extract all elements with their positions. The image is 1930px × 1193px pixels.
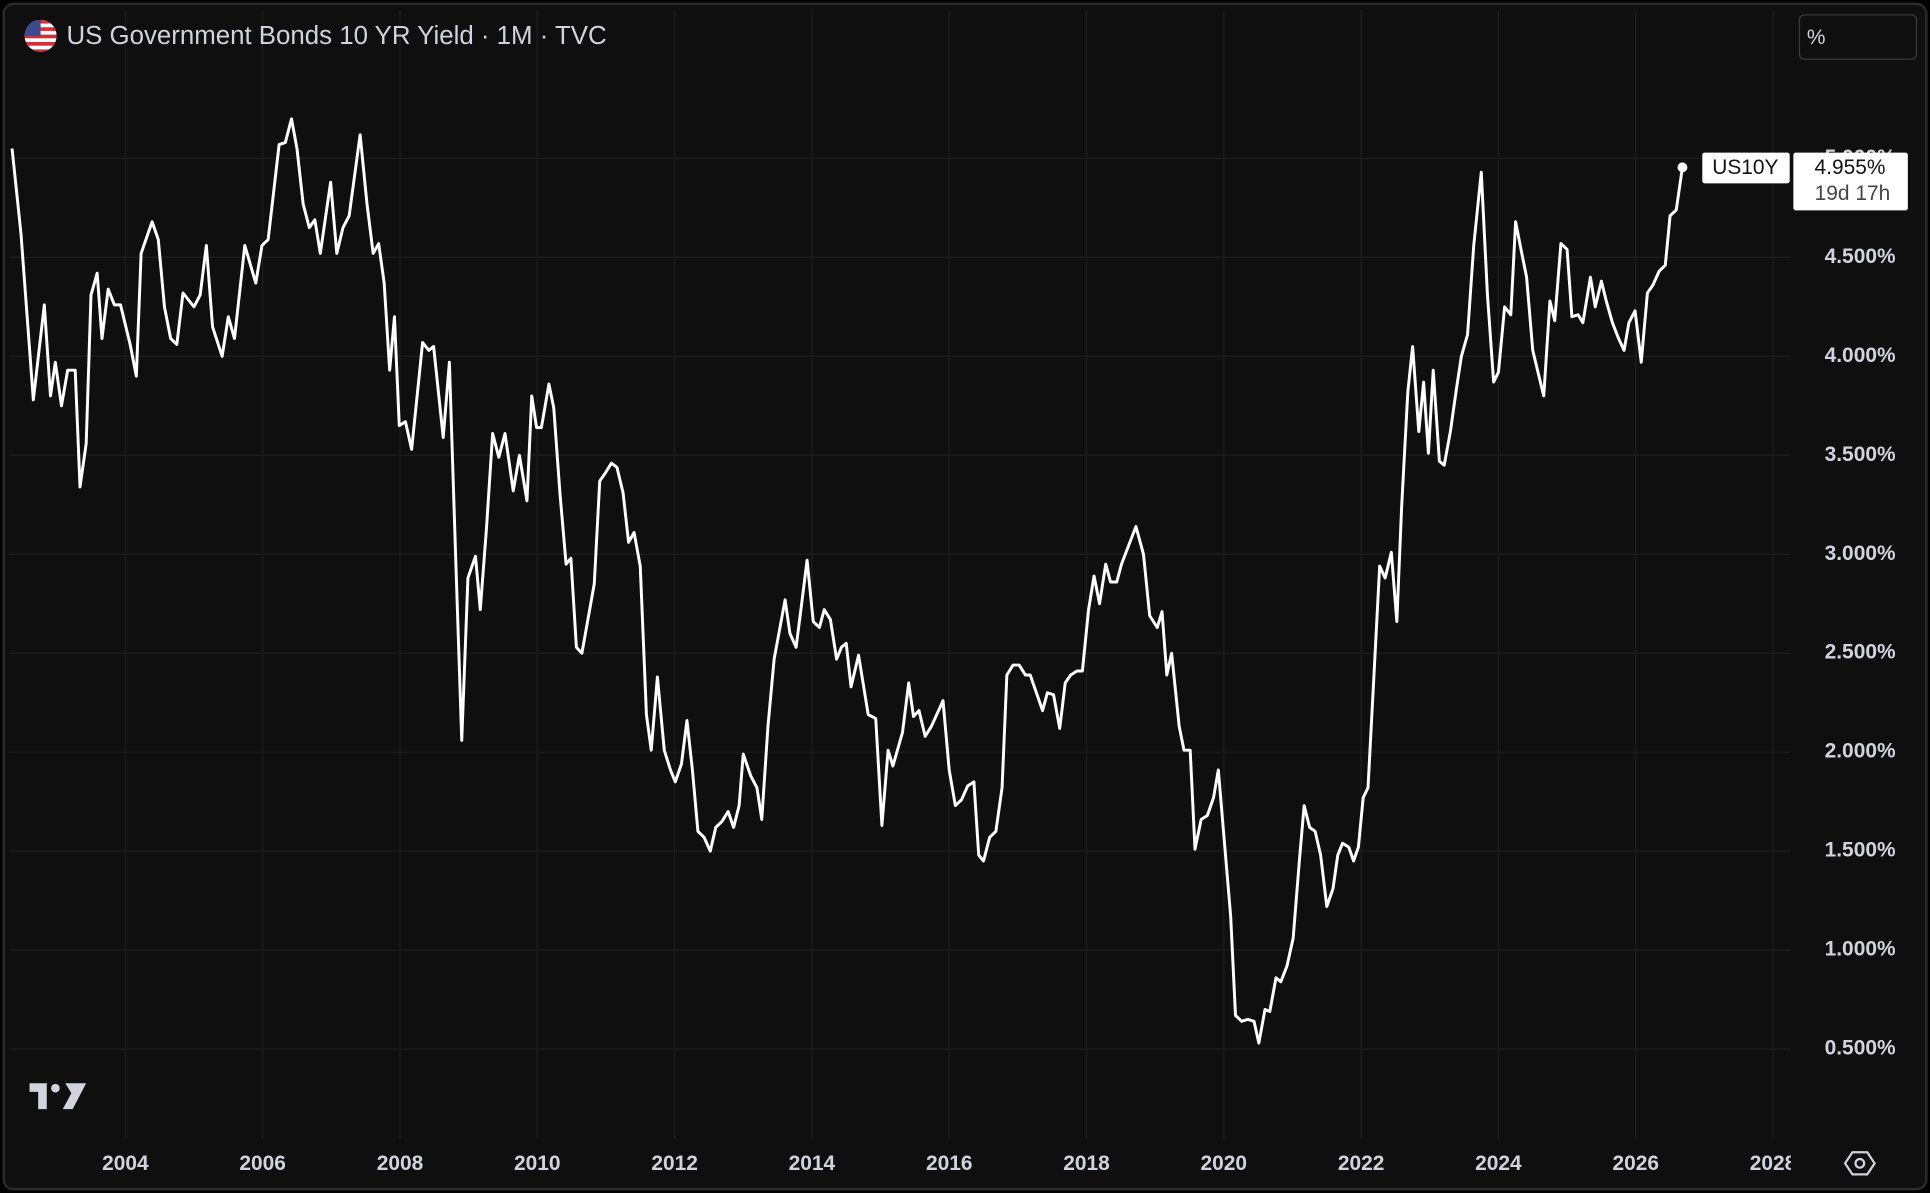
symbol-tag-label: US10Y xyxy=(1712,156,1778,179)
y-tick-label: 3.500% xyxy=(1825,443,1896,466)
x-tick-label: 2020 xyxy=(1201,1152,1248,1175)
y-tick-label: 4.500% xyxy=(1825,245,1896,268)
y-tick-label: 2.000% xyxy=(1825,740,1896,763)
x-tick-label: 2008 xyxy=(377,1152,424,1175)
x-tick-label: 2024 xyxy=(1475,1152,1522,1175)
price-tag-countdown: 19d 17h xyxy=(1815,182,1891,205)
y-tick-label: 4.000% xyxy=(1825,344,1896,367)
last-point xyxy=(1677,162,1688,173)
grid xyxy=(8,9,1791,1139)
price-tag xyxy=(1793,152,1908,211)
y-tick-label: 1.000% xyxy=(1825,938,1896,961)
x-tick-label: 2006 xyxy=(239,1152,286,1175)
tradingview-logo xyxy=(29,1083,87,1110)
unit-button[interactable] xyxy=(1798,14,1918,60)
axes: 0.500% 1.000% 1.500% 2.000% 2.500% 3.000% 3.50… xyxy=(102,146,1908,1175)
plot xyxy=(10,117,1688,1045)
x-tick-label: 2004 xyxy=(102,1152,149,1175)
flag-icon xyxy=(24,19,57,52)
x-tick-label: 2010 xyxy=(514,1152,561,1175)
x-tick-label: 2022 xyxy=(1338,1152,1385,1175)
x-tick-label: 2028 xyxy=(1750,1152,1797,1175)
settings-icon[interactable] xyxy=(1843,1151,1876,1176)
unit-button-label[interactable]: % xyxy=(1807,26,1826,49)
x-axis: 2004 2006 2008 2010 2012 2014 2016 2018 2020 2022… xyxy=(102,1152,1797,1175)
symbol-tag xyxy=(1702,152,1790,184)
y-tick-label: 3.000% xyxy=(1825,542,1896,565)
x-tick-label: 2026 xyxy=(1612,1152,1659,1175)
x-tick-label: 2018 xyxy=(1063,1152,1110,1175)
y-tick-label: 2.500% xyxy=(1825,641,1896,664)
x-tick-label: 2012 xyxy=(651,1152,698,1175)
x-tick-label: 2016 xyxy=(926,1152,973,1175)
y-tick-label: 0.500% xyxy=(1825,1037,1896,1060)
price-tag-value: 4.955% xyxy=(1815,156,1886,179)
chart-title: US Government Bonds 10 YR Yield · 1M · T… xyxy=(66,22,606,50)
x-tick-label: 2014 xyxy=(789,1152,836,1175)
line-series xyxy=(10,117,1684,1045)
y-tick-label: 1.500% xyxy=(1825,839,1896,862)
